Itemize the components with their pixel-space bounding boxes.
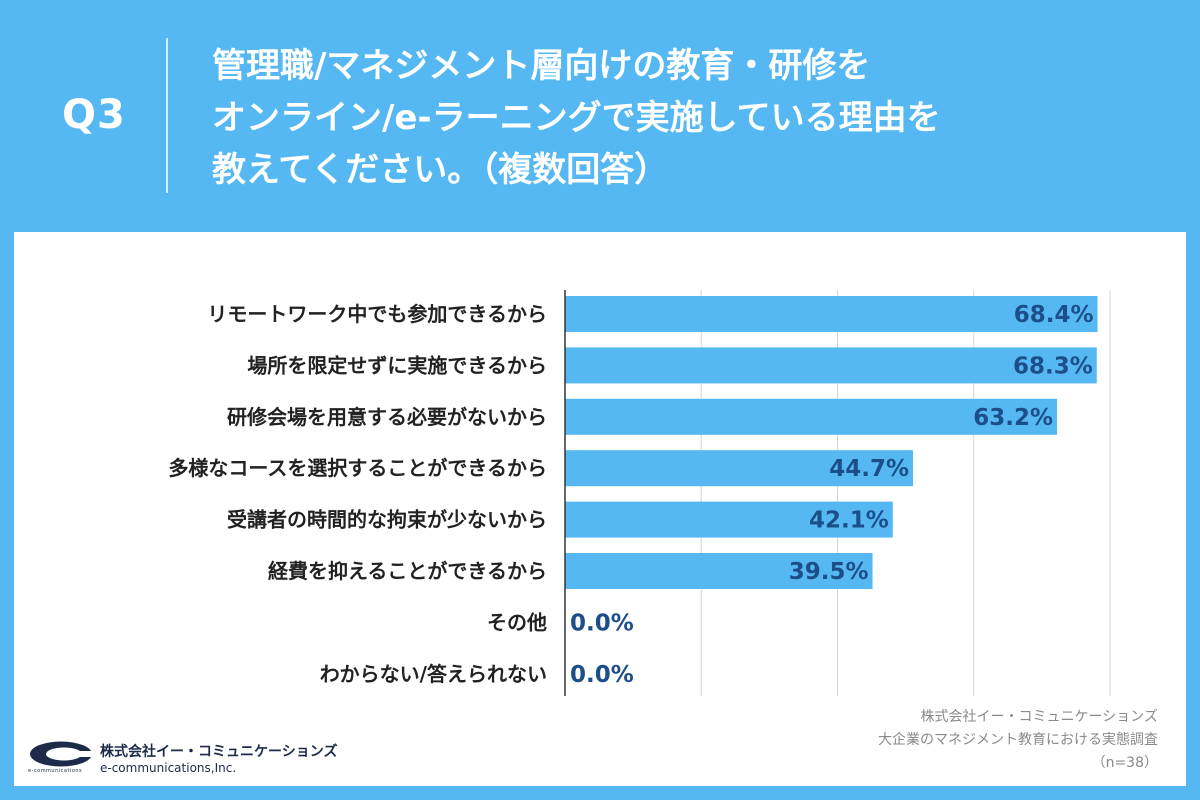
category-label: わからない/答えられない bbox=[320, 662, 547, 686]
bar-chart: リモートワーク中でも参加できるから 68.4% 場所を限定せずに実施できるから 68.… bbox=[168, 290, 1111, 696]
category-label: 受講者の時間的な拘束が少ないから bbox=[227, 508, 547, 532]
source-sample-size: （n=38） bbox=[1091, 755, 1158, 771]
ec-logo-icon bbox=[30, 741, 94, 767]
value-label: 68.3% bbox=[1013, 353, 1093, 379]
bar bbox=[565, 347, 1097, 384]
question-number: Q3 bbox=[62, 92, 126, 138]
question-title-line-2: オンライン/e-ラーニングで実施している理由を bbox=[212, 98, 941, 138]
company-logo: e-communications 株式会社イー・コミュニケーションズ e-com… bbox=[28, 740, 337, 780]
bar bbox=[565, 296, 1098, 332]
category-label: 研修会場を用意する必要がないから bbox=[227, 405, 547, 429]
bar bbox=[565, 501, 893, 538]
bar bbox=[565, 450, 914, 487]
value-label: 39.5% bbox=[789, 559, 869, 585]
header: Q3 管理職/マネジメント層向けの教育・研修を オンライン/e-ラーニングで実施… bbox=[0, 0, 1200, 232]
question-title: 管理職/マネジメント層向けの教育・研修を オンライン/e-ラーニングで実施してい… bbox=[212, 40, 1172, 196]
bar bbox=[565, 398, 1058, 435]
logo-tagline: e-communications bbox=[28, 768, 83, 774]
chart-panel: リモートワーク中でも参加できるから 68.4% 場所を限定せずに実施できるから 68.… bbox=[14, 232, 1186, 786]
value-label: 0.0% bbox=[570, 610, 634, 636]
source-company: 株式会社イー・コミュニケーションズ bbox=[920, 709, 1158, 725]
value-label: 44.7% bbox=[829, 456, 909, 482]
category-label: その他 bbox=[487, 610, 547, 634]
value-label: 0.0% bbox=[570, 662, 634, 688]
category-label: リモートワーク中でも参加できるから bbox=[207, 302, 547, 326]
logo-company-ja: 株式会社イー・コミュニケーションズ bbox=[100, 744, 338, 760]
logo-company-en: e-communications,Inc. bbox=[100, 761, 237, 775]
header-divider bbox=[166, 38, 168, 193]
value-label: 63.2% bbox=[973, 405, 1053, 431]
question-title-line-1: 管理職/マネジメント層向けの教育・研修を bbox=[212, 46, 871, 86]
category-label: 経費を抑えることができるから bbox=[268, 559, 547, 583]
question-title-line-3: 教えてください。（複数回答） bbox=[212, 150, 669, 190]
value-label: 68.4% bbox=[1014, 302, 1094, 328]
source-survey: 大企業のマネジメント教育における実態調査 bbox=[878, 732, 1158, 748]
category-label: 場所を限定せずに実施できるから bbox=[247, 353, 547, 377]
value-label: 42.1% bbox=[809, 508, 889, 534]
category-label: 多様なコースを選択することができるから bbox=[168, 456, 547, 480]
source-note: 株式会社イー・コミュニケーションズ 大企業のマネジメント教育における実態調査 （… bbox=[878, 706, 1158, 775]
bar bbox=[565, 553, 873, 589]
